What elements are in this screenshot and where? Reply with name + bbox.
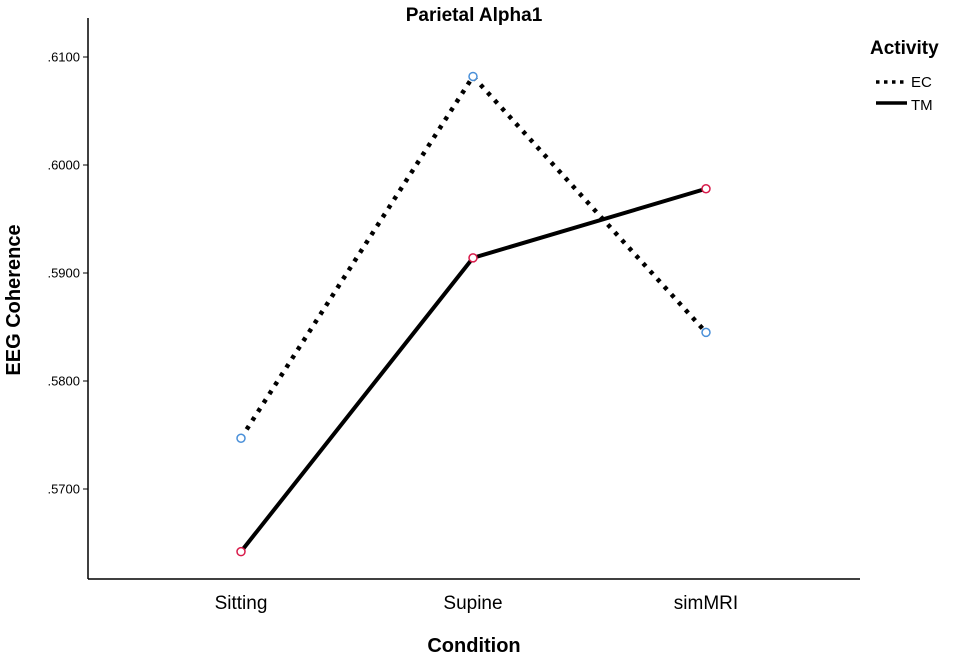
x-ticks: Sitting Supine simMRI (215, 593, 739, 614)
y-tick-label: .5900 (47, 266, 80, 281)
legend-ec-label: EC (911, 74, 932, 91)
data-point-ec (701, 327, 711, 338)
x-tick-label: simMRI (674, 593, 738, 614)
x-axis-title: Condition (427, 635, 520, 657)
y-tick-label: .5800 (47, 374, 80, 389)
data-point-ec (236, 433, 246, 443)
legend: Activity EC TM (870, 38, 939, 114)
series-line-tm (239, 186, 707, 553)
legend-title: Activity (870, 38, 939, 59)
y-axis-title: EEG Coherence (3, 224, 25, 375)
y-tick-label: .6000 (47, 158, 80, 173)
x-tick-label: Supine (443, 593, 502, 614)
data-point-tm (236, 546, 246, 557)
y-ticks: .5700 .5800 .5900 .6000 .6100 (47, 50, 88, 497)
series-layer (236, 71, 711, 557)
data-point-tm (701, 184, 711, 194)
chart-title: Parietal Alpha1 (406, 5, 543, 26)
legend-tm-label: TM (911, 97, 933, 114)
x-tick-label: Sitting (215, 593, 268, 614)
data-point-tm (468, 253, 478, 263)
data-point-ec (468, 71, 478, 82)
y-tick-label: .6100 (47, 50, 80, 65)
y-tick-label: .5700 (47, 482, 80, 497)
